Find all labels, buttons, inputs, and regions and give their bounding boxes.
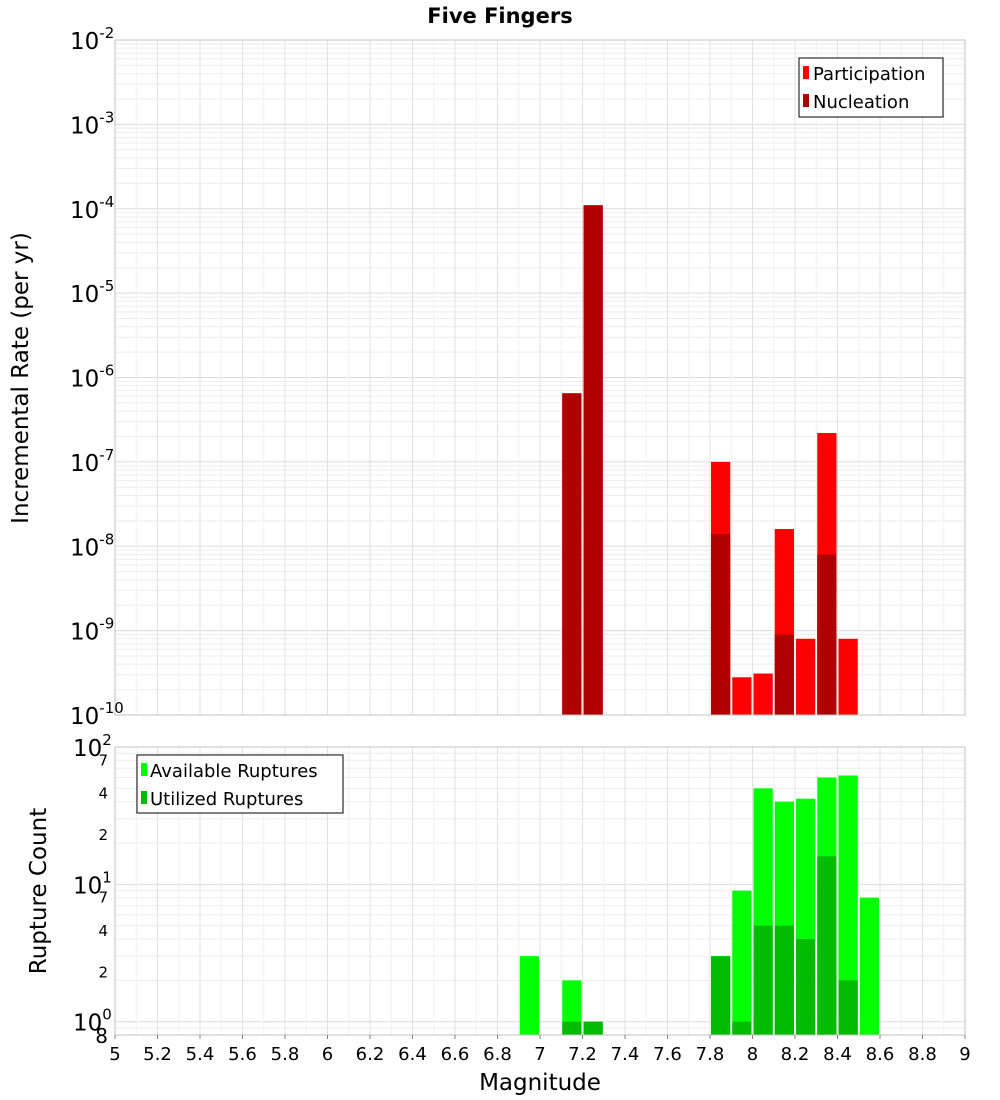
y-tick-label: 10-9	[70, 615, 114, 646]
x-axis-label: Magnitude	[479, 1070, 601, 1096]
bar-participation	[753, 673, 773, 715]
bottom-y-axis-label: Rupture Count	[26, 808, 52, 974]
top-legend: Participation Nucleation	[798, 57, 944, 118]
y-tick-label: 101	[73, 868, 112, 899]
top-panel: 10-2 10-3 10-4 10-5 10-6 10-7 10-8 10-9 10-10 In…	[8, 24, 966, 730]
legend-label-participation: Participation	[813, 64, 925, 85]
x-tick-label: 7	[534, 1044, 545, 1065]
x-tick-labels: 5 5.2 5.4 5.6 5.8 6 6.2 6.4 6.6 6.8 7 7.2 7.4 7.6 7.8 8…	[109, 1035, 971, 1065]
y-minor-tick-label: 7	[98, 889, 108, 907]
bottom-legend-box	[136, 754, 344, 814]
bar-utilized-ruptures	[732, 1021, 752, 1035]
y-tick-label: 10-5	[70, 277, 114, 308]
y-tick-label: 10-10	[70, 699, 124, 730]
y-minor-tick-label: 4	[98, 785, 108, 803]
top-grid	[114, 40, 966, 716]
bar-utilized-ruptures	[774, 925, 794, 1035]
y-tick-label: 10-2	[70, 24, 114, 55]
bar-available-ruptures	[838, 775, 858, 1035]
x-tick-label: 6.2	[356, 1044, 385, 1065]
bar-utilized-ruptures	[817, 856, 837, 1035]
bottom-y-ticks: 102 101 100 7 4 2 7 4 2 8	[73, 731, 112, 1048]
legend-swatch-available	[141, 763, 147, 776]
bar-available-ruptures	[859, 897, 879, 1035]
y-minor-tick-label: 4	[98, 922, 108, 940]
bar-utilized-ruptures	[753, 925, 773, 1035]
bar-nucleation	[562, 393, 582, 715]
x-tick-label: 7.8	[696, 1044, 725, 1065]
chart-title: Five Fingers	[427, 4, 572, 28]
x-tick-label: 6	[322, 1044, 333, 1065]
bar-utilized-ruptures	[583, 1021, 603, 1035]
x-tick-label: 5.4	[186, 1044, 215, 1065]
x-tick-label: 7.2	[568, 1044, 597, 1065]
y-tick-label: 10-3	[70, 108, 114, 139]
bar-utilized-ruptures	[796, 939, 816, 1035]
legend-swatch-nucleation	[803, 94, 809, 107]
bar-nucleation	[583, 205, 603, 715]
y-minor-tick-label: 2	[98, 963, 108, 981]
bottom-legend: Available Ruptures Utilized Ruptures	[136, 754, 344, 814]
x-tick-label: 8.6	[866, 1044, 895, 1065]
bar-available-ruptures	[519, 956, 539, 1035]
legend-label-utilized: Utilized Ruptures	[150, 789, 303, 810]
y-tick-label: 100	[73, 1006, 112, 1037]
y-tick-label: 10-4	[70, 193, 114, 224]
bar-utilized-ruptures	[562, 1021, 582, 1035]
bar-participation	[732, 677, 752, 715]
y-minor-tick-label: 8	[95, 1024, 108, 1048]
x-tick-label: 8	[747, 1044, 758, 1065]
x-tick-label: 5	[109, 1044, 120, 1065]
y-tick-label: 10-7	[70, 446, 114, 477]
bar-available-ruptures	[732, 890, 752, 1035]
top-legend-box	[798, 57, 944, 118]
top-y-ticks: 10-2 10-3 10-4 10-5 10-6 10-7 10-8 10-9 10-10	[70, 24, 124, 730]
bar-nucleation	[711, 533, 731, 715]
bar-nucleation	[817, 554, 837, 715]
x-tick-label: 5.6	[228, 1044, 257, 1065]
x-tick-label: 9	[959, 1044, 970, 1065]
bar-utilized-ruptures	[711, 956, 731, 1035]
legend-label-nucleation: Nucleation	[813, 92, 909, 113]
bar-participation	[838, 638, 858, 715]
bar-available-ruptures	[562, 980, 582, 1035]
top-y-axis-label: Incremental Rate (per yr)	[8, 232, 34, 524]
x-tick-label: 8.2	[781, 1044, 810, 1065]
top-plot-frame	[114, 39, 966, 716]
x-tick-label: 6.8	[483, 1044, 512, 1065]
legend-swatch-participation	[803, 66, 809, 79]
bottom-bars	[519, 775, 879, 1035]
bar-participation	[796, 638, 816, 715]
x-tick-label: 5.8	[271, 1044, 300, 1065]
y-tick-label: 10-8	[70, 530, 114, 561]
y-tick-label: 10-6	[70, 362, 114, 393]
x-tick-label: 7.6	[653, 1044, 682, 1065]
x-tick-label: 7.4	[611, 1044, 640, 1065]
x-tick-label: 8.8	[908, 1044, 937, 1065]
bar-utilized-ruptures	[838, 980, 858, 1035]
x-tick-label: 6.6	[441, 1044, 470, 1065]
x-tick-label: 8.4	[823, 1044, 852, 1065]
bottom-panel: 102 101 100 7 4 2 7 4 2 8 Rupture Count Available…	[26, 731, 971, 1096]
top-bars	[562, 205, 858, 715]
legend-label-available: Available Ruptures	[150, 761, 318, 782]
y-tick-label: 102	[73, 731, 112, 762]
x-tick-label: 5.2	[143, 1044, 172, 1065]
x-tick-label: 6.4	[398, 1044, 427, 1065]
y-minor-tick-label: 7	[98, 751, 108, 769]
y-minor-tick-label: 2	[98, 826, 108, 844]
bar-nucleation	[774, 634, 794, 715]
legend-swatch-utilized	[141, 791, 147, 804]
